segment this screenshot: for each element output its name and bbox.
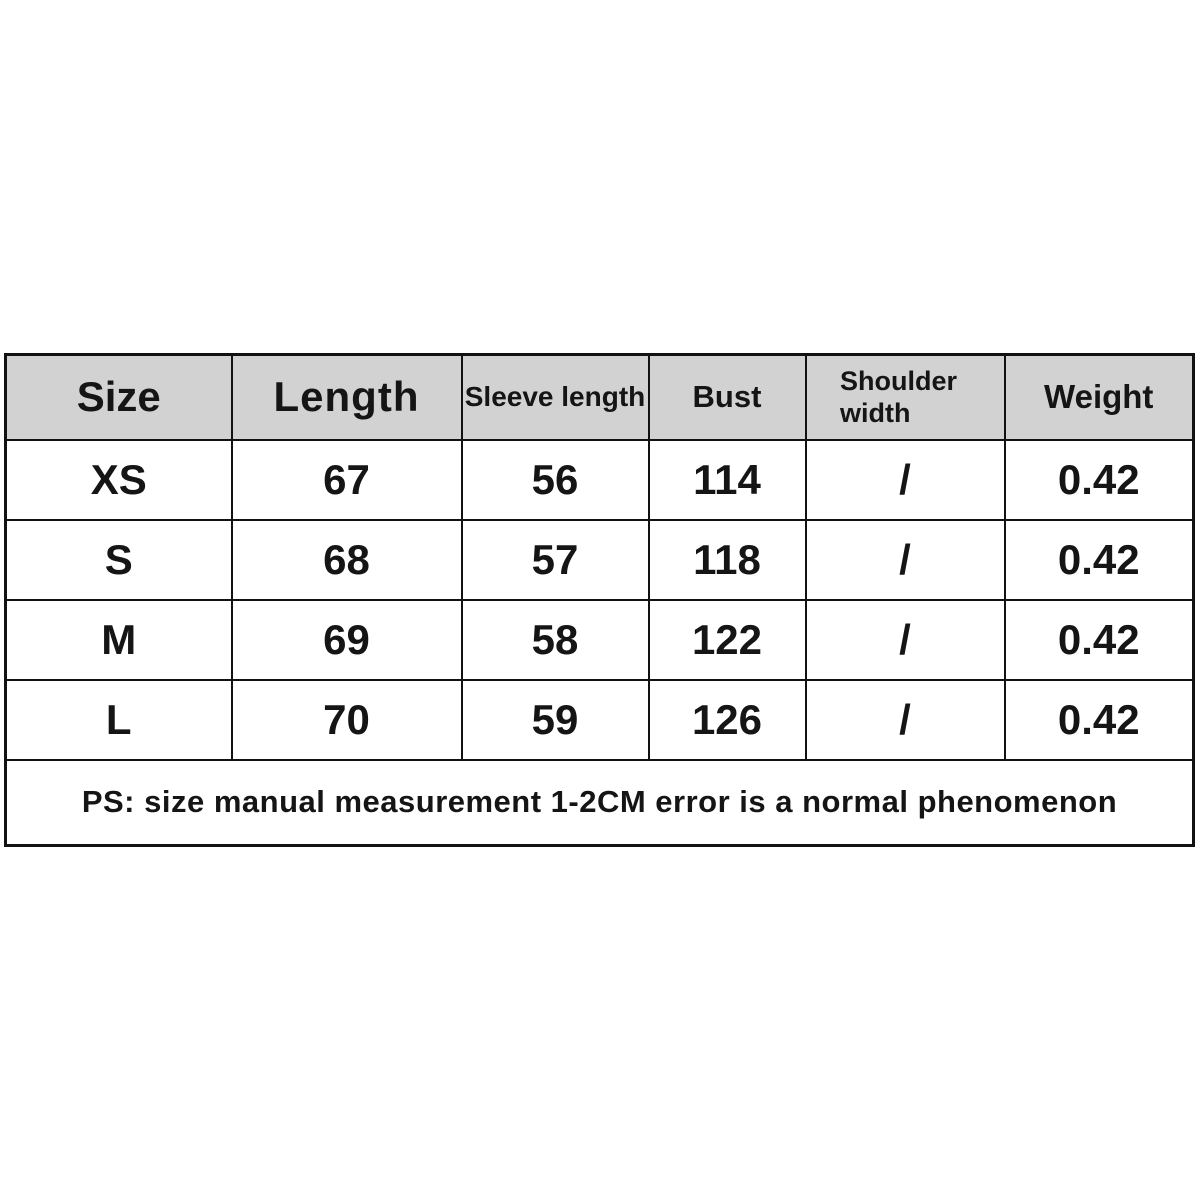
table-row-m: M 69 58 122 / 0.42: [4, 598, 1195, 681]
col-header-sleeve-length: Sleeve length: [460, 353, 650, 441]
size-chart-table: Size Length Sleeve length Bust Shoulder …: [4, 353, 1195, 847]
measurement-note: PS: size manual measurement 1-2CM error …: [4, 758, 1195, 847]
col-header-weight: Weight: [1003, 353, 1195, 441]
cell-length: 70: [230, 678, 463, 761]
cell-bust: 118: [647, 518, 807, 601]
cell-bust: 122: [647, 598, 807, 681]
cell-shoulder-width: /: [804, 438, 1006, 521]
cell-weight: 0.42: [1003, 598, 1195, 681]
cell-size: S: [4, 518, 233, 601]
col-header-shoulder-width: Shoulder width: [804, 353, 1006, 441]
cell-bust: 114: [647, 438, 807, 521]
cell-weight: 0.42: [1003, 518, 1195, 601]
cell-length: 69: [230, 598, 463, 681]
table-row-xs: XS 67 56 114 / 0.42: [4, 438, 1195, 521]
cell-weight: 0.42: [1003, 438, 1195, 521]
cell-bust: 126: [647, 678, 807, 761]
cell-weight: 0.42: [1003, 678, 1195, 761]
cell-size: M: [4, 598, 233, 681]
cell-size: L: [4, 678, 233, 761]
cell-sleeve-length: 58: [460, 598, 650, 681]
table-row-l: L 70 59 126 / 0.42: [4, 678, 1195, 761]
cell-shoulder-width: /: [804, 598, 1006, 681]
cell-sleeve-length: 57: [460, 518, 650, 601]
cell-length: 67: [230, 438, 463, 521]
col-header-length: Length: [230, 353, 463, 441]
table-row-s: S 68 57 118 / 0.42: [4, 518, 1195, 601]
cell-sleeve-length: 59: [460, 678, 650, 761]
cell-sleeve-length: 56: [460, 438, 650, 521]
cell-length: 68: [230, 518, 463, 601]
col-header-shoulder-width-label: Shoulder width: [840, 365, 958, 429]
col-header-bust: Bust: [647, 353, 807, 441]
table-note-row: PS: size manual measurement 1-2CM error …: [4, 758, 1195, 847]
cell-shoulder-width: /: [804, 678, 1006, 761]
col-header-size: Size: [4, 353, 233, 441]
cell-size: XS: [4, 438, 233, 521]
cell-shoulder-width: /: [804, 518, 1006, 601]
table-header-row: Size Length Sleeve length Bust Shoulder …: [4, 353, 1195, 441]
